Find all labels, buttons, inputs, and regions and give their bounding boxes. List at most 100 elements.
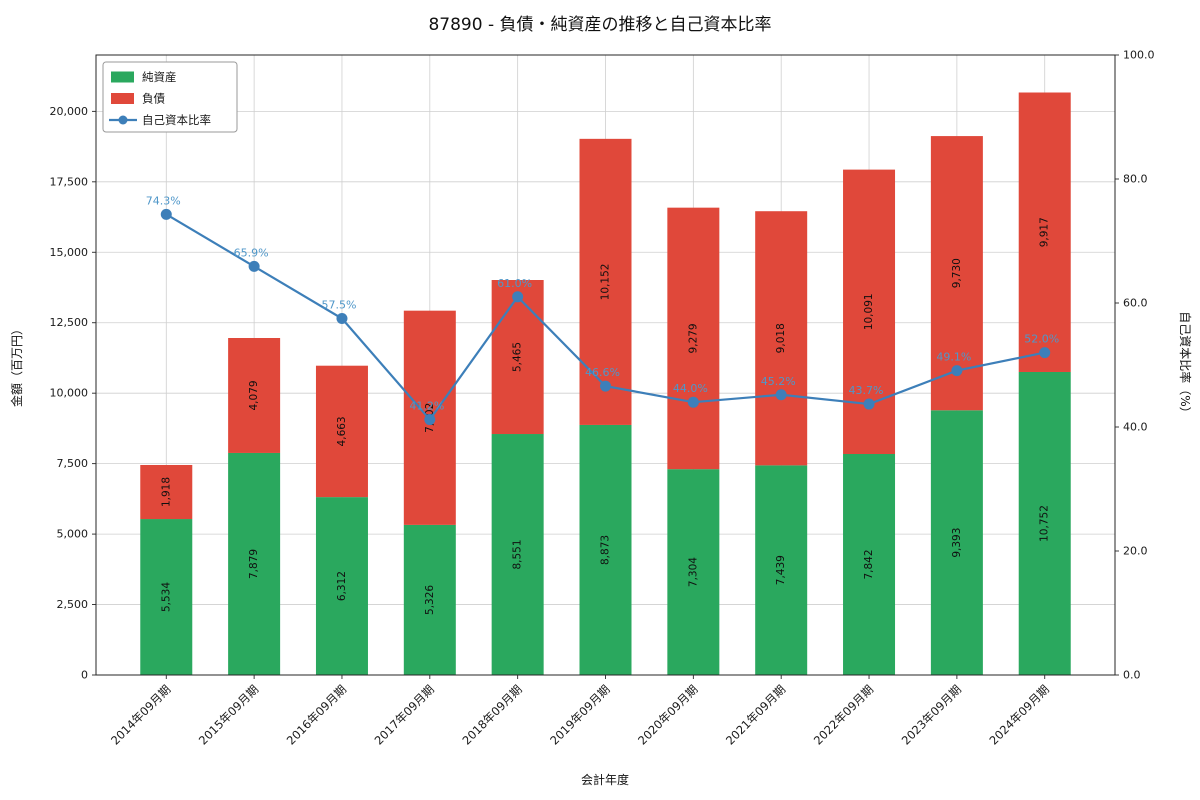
bar-value-label-liabilities: 5,465: [512, 342, 524, 372]
bar-value-label-liabilities: 10,091: [863, 293, 875, 330]
y-axis-tick-label-left: 12,500: [50, 316, 89, 329]
bar-segment-net-assets: [930, 410, 983, 675]
bar-segment-liabilities: [315, 365, 368, 498]
equity-ratio-point-label: 57.5%: [321, 299, 356, 312]
bar-value-label-liabilities: 4,079: [248, 380, 260, 410]
chart-title: 87890 - 負債・純資産の推移と自己資本比率: [428, 15, 771, 35]
equity-ratio-point: [863, 398, 875, 410]
legend-swatch-liabilities: [111, 93, 134, 104]
y-axis-tick-label-left: 15,000: [50, 246, 89, 259]
x-axis-label: 会計年度: [581, 772, 629, 787]
equity-ratio-point-label: 52.0%: [1024, 333, 1059, 346]
y-axis-label-left: 金額（百万円）: [9, 323, 24, 407]
bar-value-label-net-assets: 7,439: [775, 555, 787, 585]
bar-value-label-net-assets: 7,304: [687, 557, 699, 587]
bar-segment-net-assets: [755, 465, 808, 675]
legend-swatch-net-assets: [111, 71, 134, 83]
x-axis-tick-label: 2016年09月期: [284, 682, 349, 747]
x-axis-tick-label: 2014年09月期: [108, 682, 173, 747]
equity-ratio-point: [512, 291, 524, 303]
bar-value-label-liabilities: 4,663: [336, 416, 348, 446]
y-axis-tick-label-left: 2,500: [57, 598, 89, 611]
y-axis-tick-label-right: 100.0: [1123, 49, 1155, 62]
equity-ratio-point: [1039, 347, 1051, 359]
bar-segment-net-assets: [315, 497, 368, 675]
bar-value-label-net-assets: 9,393: [951, 528, 963, 558]
bar-segment-net-assets: [228, 452, 281, 675]
bar-value-label-liabilities: 9,917: [1039, 217, 1051, 247]
bar-value-label-net-assets: 5,534: [160, 582, 172, 612]
y-axis-tick-label-left: 5,000: [57, 528, 89, 541]
x-axis-tick-label: 2021年09月期: [723, 682, 788, 747]
bar-value-label-liabilities: 10,152: [600, 264, 612, 301]
bar-segment-net-assets: [843, 453, 896, 675]
equity-ratio-point: [951, 365, 963, 377]
bar-value-label-net-assets: 7,842: [863, 549, 875, 579]
bar-segment-liabilities: [930, 136, 983, 411]
equity-ratio-point-label: 46.6%: [585, 366, 620, 379]
equity-ratio-point: [336, 313, 348, 324]
bar-value-label-net-assets: 6,312: [336, 571, 348, 601]
x-axis-tick-label: 2018年09月期: [459, 682, 524, 747]
y-axis-tick-label-left: 17,500: [50, 175, 89, 188]
bar-value-label-net-assets: 7,879: [248, 549, 260, 579]
y-axis-tick-label-left: 20,000: [50, 105, 89, 118]
y-axis-tick-label-left: 0: [81, 669, 88, 682]
x-axis-tick-label: 2020年09月期: [635, 682, 700, 747]
x-axis-tick-label: 2022年09月期: [811, 682, 876, 747]
equity-ratio-point-label: 61.0%: [497, 277, 532, 290]
x-axis-tick-label: 2024年09月期: [987, 682, 1052, 747]
bar-segment-net-assets: [491, 434, 544, 675]
equity-ratio-point-label: 49.1%: [936, 351, 971, 364]
bar-value-label-net-assets: 5,326: [424, 585, 436, 615]
legend-label: 純資産: [142, 70, 177, 84]
equity-ratio-point-label: 74.3%: [146, 194, 181, 207]
y-axis-tick-label-right: 40.0: [1123, 421, 1148, 434]
y-axis-tick-label-right: 60.0: [1123, 297, 1148, 310]
bar-segment-net-assets: [1018, 371, 1071, 675]
bar-segment-liabilities: [140, 464, 193, 520]
x-axis-tick-label: 2017年09月期: [372, 682, 437, 747]
bar-value-label-net-assets: 8,551: [512, 539, 524, 569]
y-axis-tick-label-right: 80.0: [1123, 173, 1148, 186]
y-axis-tick-label-right: 20.0: [1123, 545, 1148, 558]
y-axis-tick-label-left: 7,500: [57, 457, 89, 470]
equity-ratio-point: [424, 414, 436, 426]
bar-segment-liabilities: [228, 338, 281, 453]
x-axis-tick-label: 2023年09月期: [899, 682, 964, 747]
equity-ratio-point-label: 41.2%: [409, 400, 444, 413]
bar-value-label-liabilities: 9,730: [951, 258, 963, 288]
bar-segment-net-assets: [667, 469, 720, 675]
bar-segment-liabilities: [1018, 92, 1071, 372]
bar-value-label-net-assets: 10,752: [1039, 505, 1051, 542]
bar-segment-net-assets: [140, 519, 193, 675]
legend: [102, 61, 238, 133]
bar-value-label-liabilities: 1,918: [160, 477, 172, 507]
bar-segment-net-assets: [579, 424, 632, 675]
equity-ratio-point-label: 45.2%: [761, 375, 796, 388]
bar-segment-liabilities: [667, 207, 720, 470]
equity-ratio-point: [600, 380, 611, 392]
equity-ratio-point: [160, 208, 172, 220]
bar-segment-liabilities: [755, 211, 808, 466]
equity-ratio-point: [687, 396, 699, 408]
x-axis-tick-label: 2015年09月期: [196, 682, 261, 747]
bar-value-label-liabilities: 9,279: [687, 323, 699, 353]
equity-ratio-point-label: 43.7%: [849, 384, 884, 397]
legend-marker-equity-ratio: [118, 115, 128, 125]
equity-ratio-point-label: 65.9%: [234, 246, 269, 259]
y-axis-tick-label-left: 10,000: [50, 387, 89, 400]
equity-ratio-point-label: 44.0%: [673, 382, 708, 395]
equity-ratio-point: [248, 260, 260, 272]
y-axis-label-right: 自己資本比率（%）: [1178, 311, 1193, 418]
y-axis-tick-label-right: 0.0: [1123, 669, 1141, 682]
x-axis-tick-label: 2019年09月期: [547, 682, 612, 747]
bar-segment-net-assets: [403, 524, 456, 675]
bar-segment-liabilities: [579, 138, 632, 425]
equity-ratio-point: [775, 389, 787, 401]
legend-label: 負債: [142, 92, 165, 106]
bar-segment-liabilities: [491, 280, 544, 435]
bar-value-label-net-assets: 8,873: [600, 535, 612, 565]
